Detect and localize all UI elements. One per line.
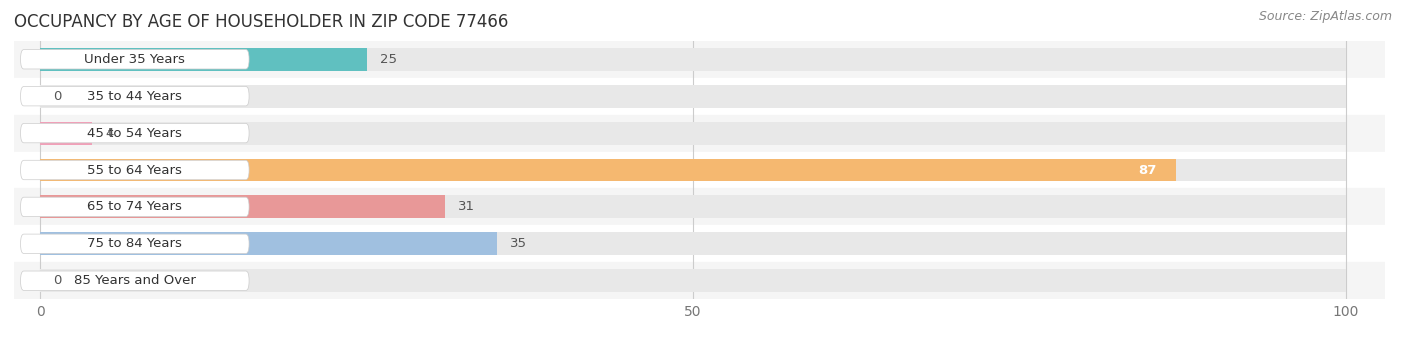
Bar (41, 269, 1346, 292)
Text: 35: 35 (510, 237, 527, 250)
FancyBboxPatch shape (21, 234, 249, 254)
Bar (41, 232, 498, 255)
Text: 75 to 84 Years: 75 to 84 Years (87, 237, 183, 250)
FancyBboxPatch shape (21, 197, 249, 217)
FancyBboxPatch shape (21, 271, 249, 290)
Text: 0: 0 (53, 90, 62, 103)
Text: 4: 4 (105, 126, 114, 140)
Bar (41, 48, 1346, 71)
Bar (14, 115, 1385, 152)
Bar (41, 232, 1346, 255)
FancyBboxPatch shape (21, 123, 249, 143)
Bar (41, 122, 93, 144)
FancyBboxPatch shape (21, 86, 249, 106)
Text: Under 35 Years: Under 35 Years (84, 53, 186, 66)
Text: 31: 31 (458, 200, 475, 214)
Text: OCCUPANCY BY AGE OF HOUSEHOLDER IN ZIP CODE 77466: OCCUPANCY BY AGE OF HOUSEHOLDER IN ZIP C… (14, 13, 509, 31)
Text: 45 to 54 Years: 45 to 54 Years (87, 126, 183, 140)
Bar (41, 195, 1346, 218)
Bar (14, 152, 1385, 188)
Bar (41, 158, 1175, 182)
Text: Source: ZipAtlas.com: Source: ZipAtlas.com (1258, 10, 1392, 23)
Text: 87: 87 (1137, 164, 1157, 176)
Text: 55 to 64 Years: 55 to 64 Years (87, 164, 183, 176)
Bar (14, 78, 1385, 115)
FancyBboxPatch shape (21, 160, 249, 180)
Bar (41, 48, 367, 71)
Bar (14, 41, 1385, 78)
Bar (41, 195, 444, 218)
FancyBboxPatch shape (21, 50, 249, 69)
Text: 65 to 74 Years: 65 to 74 Years (87, 200, 183, 214)
Text: 85 Years and Over: 85 Years and Over (75, 274, 195, 287)
Bar (41, 122, 1346, 144)
Bar (41, 158, 1346, 182)
Bar (14, 262, 1385, 299)
Bar (41, 85, 1346, 108)
Text: 35 to 44 Years: 35 to 44 Years (87, 90, 183, 103)
Bar (14, 225, 1385, 262)
Text: 0: 0 (53, 274, 62, 287)
Bar (14, 188, 1385, 225)
Text: 25: 25 (380, 53, 396, 66)
